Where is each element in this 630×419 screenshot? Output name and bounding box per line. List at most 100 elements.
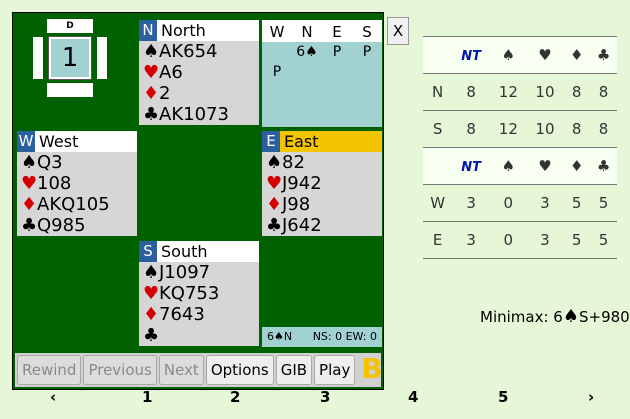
hand-header: W West (17, 131, 137, 152)
play-button[interactable]: Play (314, 355, 356, 385)
heart-icon: ♥ (143, 62, 160, 83)
page-link[interactable]: 1 (142, 388, 153, 406)
dd-header-row: NT ♠ ♥ ♦ ♣ (423, 147, 617, 185)
prev-arrow-icon[interactable]: ‹ (50, 388, 57, 406)
auction-col: N (301, 23, 313, 41)
auction-col: E (332, 23, 342, 41)
heart-icon: ♥ (526, 147, 564, 185)
spade-icon: ♠ (490, 36, 527, 74)
seat-badge: W (17, 131, 35, 152)
options-button[interactable]: Options (205, 355, 274, 385)
score-label: NS: 0 EW: 0 (312, 330, 377, 343)
club-icon: ♣ (590, 36, 617, 74)
dd-header-row: NT ♠ ♥ ♦ ♣ (423, 36, 617, 74)
clubs-holding: ♣Q985 (21, 215, 86, 236)
page-link[interactable]: 2 (230, 388, 241, 406)
clubs-holding: ♣AK1073 (143, 104, 229, 125)
hand-header: E East (262, 131, 382, 152)
page-link[interactable]: 5 (498, 388, 509, 406)
page-link[interactable]: 3 (320, 388, 331, 406)
club-icon: ♣ (143, 325, 160, 346)
spades-holding: ♠J1097 (143, 262, 211, 283)
spades-holding: ♠Q3 (21, 152, 63, 173)
page-link[interactable]: 4 (408, 388, 419, 406)
bid (352, 62, 382, 82)
seat-badge: N (139, 20, 157, 41)
spades-holding: ♠82 (266, 152, 305, 173)
notrump-icon: NT (461, 49, 481, 64)
spade-icon: ♠ (562, 306, 579, 327)
clubs-holding: ♣ (139, 325, 259, 346)
seat-badge: S (139, 241, 157, 262)
auction-box: W N E S 6♠ P P P (262, 20, 382, 127)
auction-header: W N E S (262, 22, 382, 42)
club-icon: ♣ (266, 215, 283, 236)
spade-icon: ♠ (21, 152, 38, 173)
hearts-holding: ♥108 (21, 173, 72, 194)
heart-icon: ♥ (21, 173, 38, 194)
rewind-button[interactable]: Rewind (17, 355, 82, 385)
diamond-icon: ♦ (143, 304, 160, 325)
diamond-icon: ♦ (266, 194, 283, 215)
vulnerability-compass: D 1 (33, 19, 107, 99)
control-toolbar: Rewind Previous Next Options GIB Play B (15, 353, 383, 387)
club-icon: ♣ (21, 215, 38, 236)
spades-holding: ♠AK654 (143, 41, 218, 62)
club-icon: ♣ (590, 147, 617, 185)
hearts-holding: ♥A6 (143, 62, 183, 83)
gib-button[interactable]: GIB (275, 355, 313, 385)
dd-row: N 8 12 10 8 8 (423, 73, 617, 111)
dealer-indicator: D (47, 19, 93, 33)
dd-row: W 3 0 3 5 5 (423, 184, 617, 222)
bid: 6♠ (296, 44, 318, 60)
hearts-holding: ♥J942 (266, 173, 322, 194)
bid (262, 42, 292, 62)
spade-icon: ♠ (490, 147, 527, 185)
seat-badge: E (262, 131, 280, 152)
hand-east: E East ♠82 ♥J942 ♦J98 ♣J642 (262, 131, 382, 236)
bid: P (332, 44, 342, 60)
auction-col: S (362, 23, 372, 41)
heart-icon: ♥ (266, 173, 283, 194)
hand-header: N North (139, 20, 259, 41)
hand-south: S South ♠J1097 ♥KQ753 ♦7643 ♣ (139, 241, 259, 346)
spade-icon: ♠ (143, 262, 160, 283)
player-name: North (161, 21, 206, 40)
diamond-icon: ♦ (21, 194, 38, 215)
spade-icon: ♠ (266, 152, 283, 173)
bid: P (362, 44, 372, 60)
hand-west: W West ♠Q3 ♥108 ♦AKQ105 ♣Q985 (17, 131, 137, 236)
bridge-table: D 1 N North ♠AK654 ♥A6 ♦2 ♣AK1073 W West… (12, 12, 384, 390)
dd-row: S 8 12 10 8 8 (423, 110, 617, 148)
close-button[interactable]: X (387, 17, 409, 45)
player-name: South (161, 242, 208, 261)
diamonds-holding: ♦7643 (143, 304, 205, 325)
auction-row: 6♠ P P (262, 42, 382, 62)
club-icon: ♣ (143, 104, 160, 125)
bid: P (272, 64, 282, 80)
clubs-holding: ♣J642 (266, 215, 322, 236)
diamonds-holding: ♦J98 (266, 194, 311, 215)
bbo-logo-icon: B (361, 352, 383, 385)
hand-header: S South (139, 241, 259, 262)
next-arrow-icon[interactable]: › (588, 388, 595, 406)
contract-status: 6♠N NS: 0 EW: 0 (262, 327, 382, 347)
auction-row: P (262, 62, 382, 82)
heart-icon: ♥ (526, 36, 564, 74)
double-dummy-table: NT ♠ ♥ ♦ ♣ N 8 12 10 8 8 S 8 12 10 8 8 N… (423, 36, 617, 259)
vul-south-bar (47, 83, 93, 97)
next-button[interactable]: Next (158, 355, 204, 385)
board-number: 1 (48, 36, 92, 80)
vul-east-bar (97, 37, 107, 79)
player-name: West (39, 132, 79, 151)
spade-icon: ♠ (143, 41, 160, 62)
diamond-icon: ♦ (563, 147, 591, 185)
auction-col: W (269, 23, 285, 41)
vul-west-bar (33, 37, 43, 79)
diamond-icon: ♦ (143, 83, 160, 104)
hearts-holding: ♥KQ753 (143, 283, 220, 304)
previous-button[interactable]: Previous (83, 355, 157, 385)
heart-icon: ♥ (143, 283, 160, 304)
bid (322, 62, 352, 82)
player-name: East (284, 132, 319, 151)
